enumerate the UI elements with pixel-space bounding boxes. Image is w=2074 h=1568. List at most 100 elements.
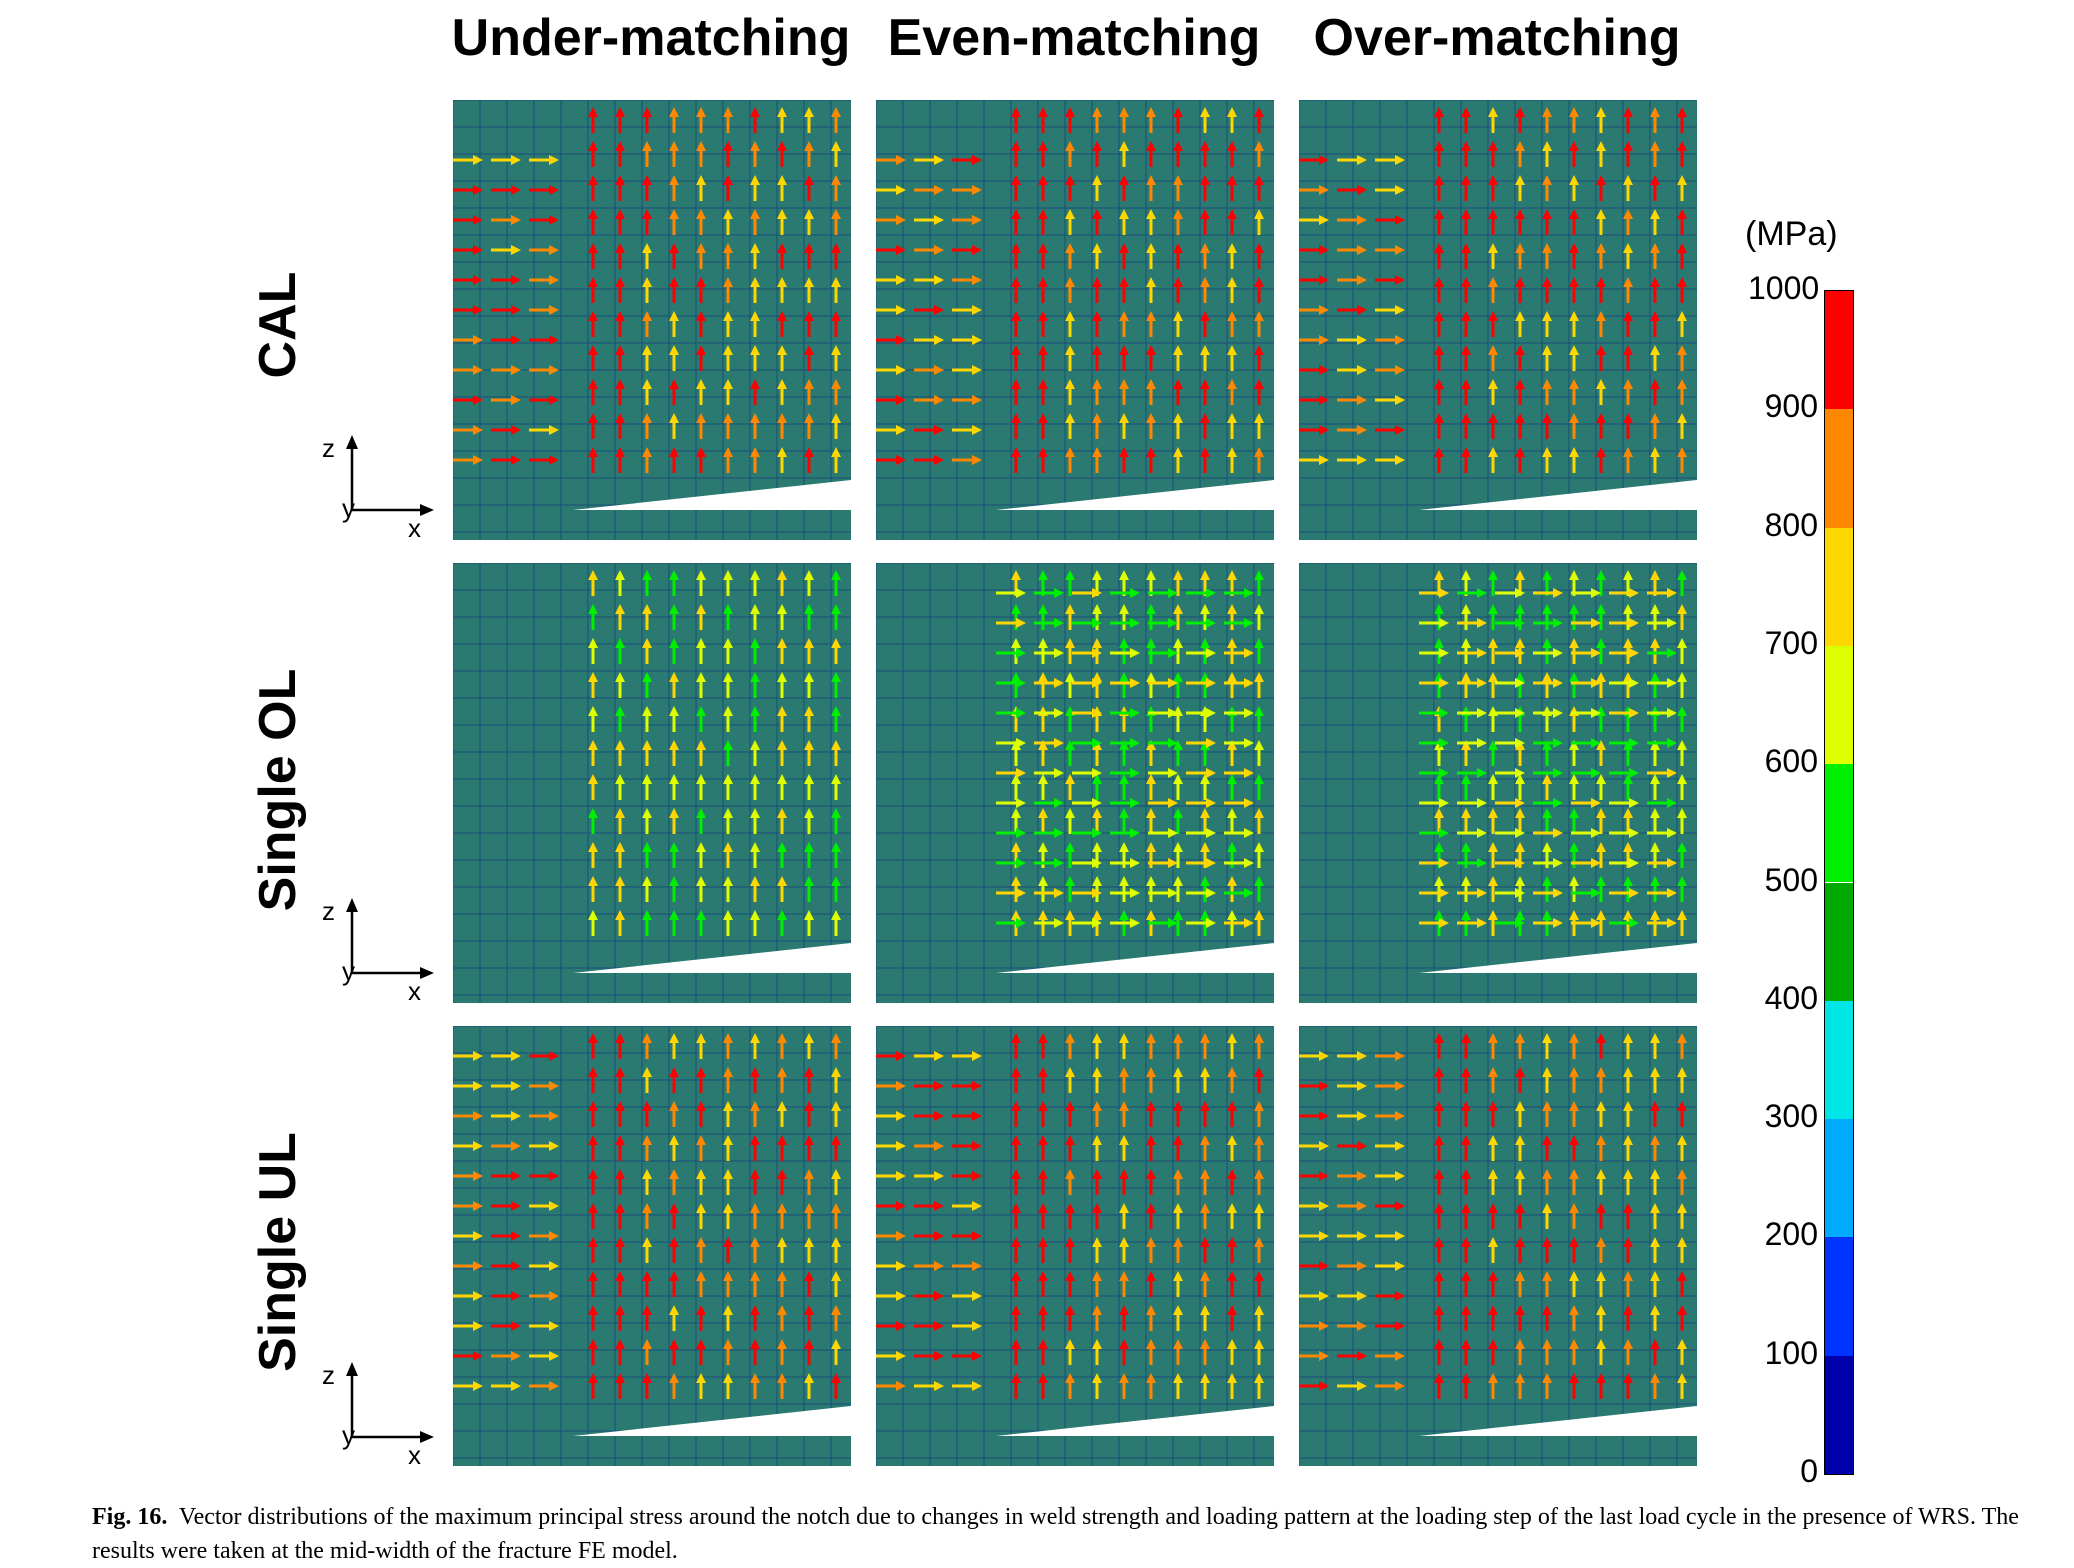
stress-vector <box>1146 808 1156 834</box>
stress-vector <box>669 345 679 371</box>
stress-vector <box>453 365 483 375</box>
stress-vector <box>1337 1321 1367 1331</box>
stress-vector <box>588 1237 598 1263</box>
stress-vector <box>1542 1237 1552 1263</box>
stress-vector <box>1419 768 1449 778</box>
stress-vector <box>1200 1237 1210 1263</box>
stress-vector <box>1038 604 1048 630</box>
stress-vector <box>1542 842 1552 868</box>
stress-vector <box>615 345 625 371</box>
stress-vector <box>1623 413 1633 439</box>
stress-vector <box>1227 638 1237 664</box>
stress-vector <box>1148 858 1178 868</box>
stress-vector <box>1200 1067 1210 1093</box>
stress-vector <box>453 1291 483 1301</box>
stress-vector <box>1375 215 1405 225</box>
stress-vector <box>1650 311 1660 337</box>
stress-vector <box>876 395 906 405</box>
stress-vector <box>1495 798 1525 808</box>
stress-vector <box>1623 1237 1633 1263</box>
stress-vector <box>1072 678 1102 688</box>
stress-vector <box>750 910 760 936</box>
stress-vector <box>669 311 679 337</box>
stress-vector <box>1148 768 1178 778</box>
stress-vector <box>1011 379 1021 405</box>
stress-vector <box>1299 1321 1329 1331</box>
stress-vector <box>642 1169 652 1195</box>
stress-vector <box>588 277 598 303</box>
stress-vector <box>1072 648 1102 658</box>
stress-vector <box>1515 1373 1525 1399</box>
stress-vector <box>642 379 652 405</box>
stress-vector <box>1677 1305 1687 1331</box>
axis-x-label: x <box>408 513 421 543</box>
stress-vector <box>1533 618 1563 628</box>
stress-vector <box>1569 604 1579 630</box>
stress-vector <box>1186 798 1216 808</box>
stress-vector <box>1173 175 1183 201</box>
stress-vector <box>1650 141 1660 167</box>
stress-vector <box>1146 209 1156 235</box>
panel-cal-over <box>1299 100 1697 540</box>
stress-vector <box>831 209 841 235</box>
stress-vector <box>1186 618 1216 628</box>
stress-vector <box>1650 243 1660 269</box>
stress-vector <box>1650 1373 1660 1399</box>
stress-vector <box>750 1237 760 1263</box>
stress-vector <box>1038 141 1048 167</box>
stress-vector <box>1173 413 1183 439</box>
stress-vector <box>1623 175 1633 201</box>
stress-vector <box>777 1271 787 1297</box>
stress-vector <box>1677 638 1687 664</box>
stress-vector <box>1495 858 1525 868</box>
stress-vector <box>1596 1101 1606 1127</box>
stress-vector <box>1375 335 1405 345</box>
stress-vector <box>1647 798 1677 808</box>
stress-vector <box>1375 305 1405 315</box>
stress-vector <box>1461 175 1471 201</box>
stress-vector <box>831 706 841 732</box>
stress-vector <box>1110 588 1140 598</box>
stress-vector <box>1254 1135 1264 1161</box>
stress-vector <box>831 842 841 868</box>
stress-vector <box>1038 413 1048 439</box>
vector-plot <box>453 563 851 1003</box>
stress-vector <box>804 570 814 596</box>
stress-vector <box>1461 740 1471 766</box>
stress-vector <box>1200 311 1210 337</box>
stress-vector <box>1434 774 1444 800</box>
colorbar-tick-label: 400 <box>1764 979 1818 1016</box>
stress-vector <box>1647 588 1677 598</box>
stress-vector <box>914 155 944 165</box>
stress-vector <box>723 1203 733 1229</box>
stress-vector <box>996 648 1026 658</box>
stress-vector <box>1569 1067 1579 1093</box>
stress-vector <box>1227 1373 1237 1399</box>
stress-vector <box>1461 1135 1471 1161</box>
stress-vector <box>1596 1203 1606 1229</box>
stress-vector <box>642 107 652 133</box>
stress-vector <box>1173 1033 1183 1059</box>
stress-vector <box>1461 876 1471 902</box>
stress-vector <box>1677 842 1687 868</box>
stress-vector <box>1011 1135 1021 1161</box>
stress-vector <box>1542 1339 1552 1365</box>
stress-vector <box>1375 155 1405 165</box>
stress-vector <box>1146 876 1156 902</box>
stress-vector <box>1119 379 1129 405</box>
vector-plot <box>453 100 851 540</box>
stress-vector <box>1200 1135 1210 1161</box>
stress-vector <box>1515 1169 1525 1195</box>
stress-vector <box>669 570 679 596</box>
stress-vector <box>1038 842 1048 868</box>
stress-vector <box>642 910 652 936</box>
stress-vector <box>1495 588 1525 598</box>
stress-vector <box>777 1373 787 1399</box>
stress-vector <box>831 1067 841 1093</box>
stress-vector <box>1650 1169 1660 1195</box>
stress-vector <box>1254 447 1264 473</box>
stress-vector <box>1337 215 1367 225</box>
stress-vector <box>831 1033 841 1059</box>
stress-vector <box>914 1261 944 1271</box>
stress-vector <box>1623 107 1633 133</box>
